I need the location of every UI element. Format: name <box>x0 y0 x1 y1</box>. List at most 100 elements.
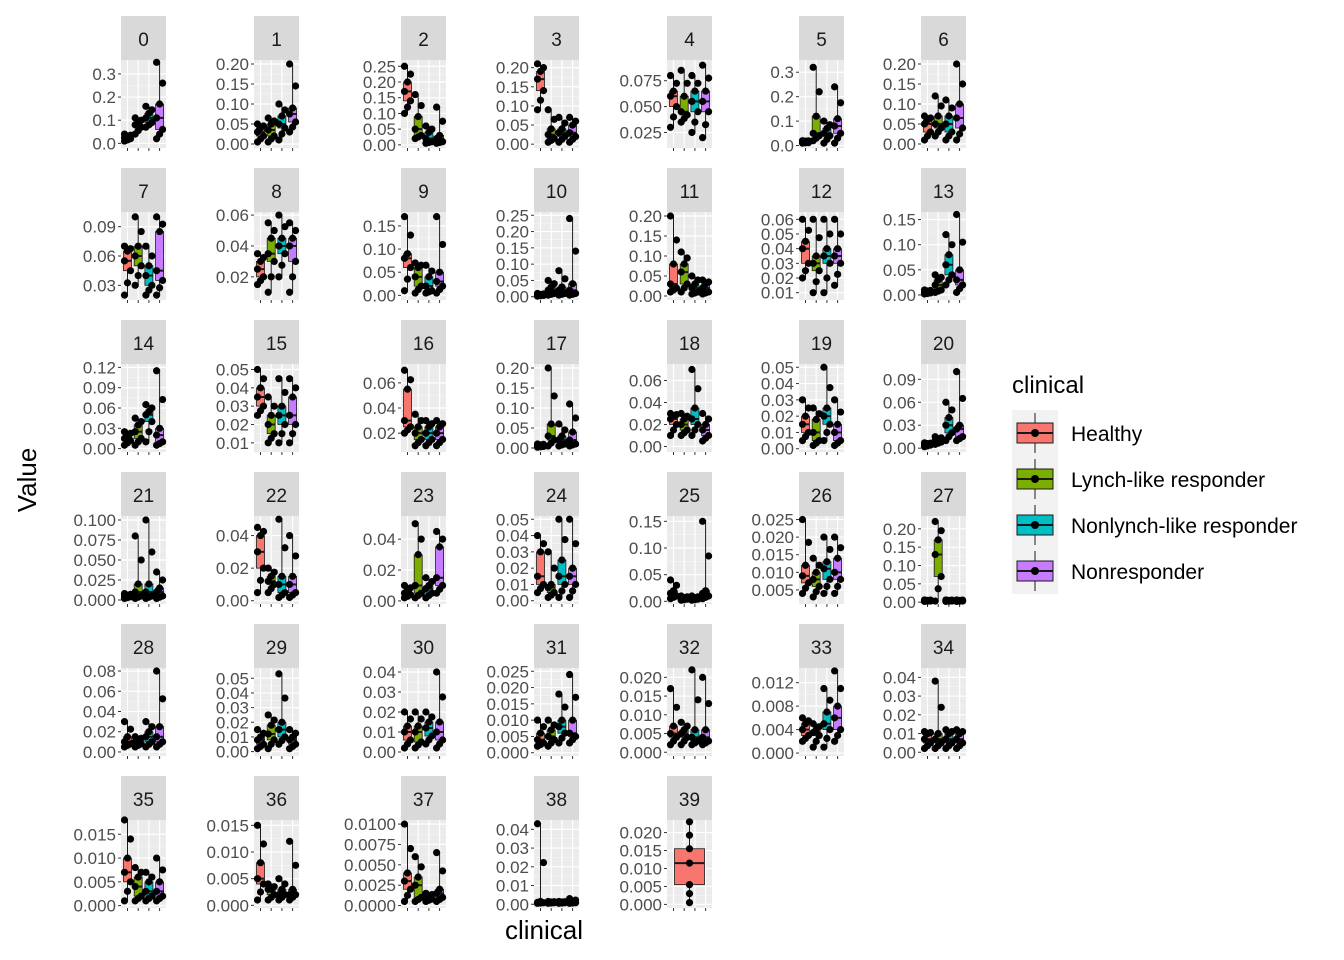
data-point <box>956 130 964 138</box>
boxplot-lynch-like-responder <box>544 897 558 907</box>
data-point <box>572 247 580 255</box>
y-tick-label: 0.10 <box>629 247 662 266</box>
y-tick-label: 0.00 <box>496 592 529 611</box>
data-point <box>148 892 156 900</box>
data-point <box>253 365 262 374</box>
y-tick-label: 0.03 <box>363 683 396 702</box>
data-point <box>422 134 430 143</box>
data-point <box>403 385 412 393</box>
data-point <box>289 104 297 112</box>
legend-key-lynch-like-responder: Lynch-like responder <box>1012 456 1265 502</box>
data-point <box>691 404 699 412</box>
facet-panel-19: 19 0.000.010.020.030.040.05 <box>761 320 845 459</box>
data-point <box>123 279 132 287</box>
data-point <box>439 138 447 146</box>
y-tick-label: 0.00 <box>496 288 529 307</box>
boxplot-nonlynch-like-responder <box>422 889 436 906</box>
data-point <box>920 112 929 120</box>
data-point <box>400 416 409 425</box>
data-point <box>702 87 710 95</box>
facet-panel-11: 11 0.000.050.100.150.20 <box>629 168 713 306</box>
data-point <box>253 896 262 904</box>
y-tick-label: 0.005 <box>73 873 116 892</box>
data-point <box>148 723 156 731</box>
data-point <box>278 885 286 893</box>
data-point <box>120 291 129 299</box>
data-point <box>156 878 164 886</box>
boxplot-nonresponder <box>953 596 967 606</box>
data-point <box>937 703 945 711</box>
data-point <box>417 535 425 543</box>
data-point <box>683 426 691 434</box>
data-point <box>422 574 430 582</box>
data-point <box>812 568 820 576</box>
y-tick-label: 0.010 <box>206 843 249 862</box>
data-point <box>439 581 447 590</box>
data-point <box>809 259 817 267</box>
data-point <box>953 596 961 604</box>
y-tick-label: 0.05 <box>216 361 249 380</box>
strip-label: 20 <box>933 334 954 355</box>
boxplot-nonresponder <box>433 416 447 450</box>
data-point <box>539 64 548 72</box>
data-point <box>812 112 820 120</box>
data-point <box>400 897 409 906</box>
strip-label: 17 <box>546 334 567 355</box>
data-point <box>264 730 272 738</box>
data-point <box>826 726 834 734</box>
y-tick-label: 0.1 <box>770 112 794 131</box>
data-point <box>403 722 412 730</box>
data-point <box>148 106 156 114</box>
data-point <box>253 393 262 401</box>
y-tick-label: 0.03 <box>83 276 116 295</box>
data-point <box>820 565 828 573</box>
data-point <box>823 558 831 566</box>
data-point <box>406 376 415 384</box>
y-tick-label: 0.02 <box>83 723 116 742</box>
data-point <box>142 438 150 446</box>
legend-point <box>1031 429 1039 437</box>
data-point <box>798 137 807 145</box>
strip-background <box>121 776 166 820</box>
y-tick-label: 0.02 <box>496 559 529 578</box>
data-point <box>702 420 710 429</box>
data-point <box>533 60 542 68</box>
data-point <box>547 580 555 589</box>
data-point <box>959 80 967 88</box>
strip-label: 7 <box>138 182 149 203</box>
boxplot-healthy <box>400 213 415 295</box>
data-point <box>801 412 810 420</box>
y-tick-label: 0.2 <box>92 88 116 107</box>
y-tick-label: 0.03 <box>496 543 529 562</box>
y-tick-label: 0.00 <box>883 439 916 458</box>
y-tick-label: 0.075 <box>619 72 662 91</box>
data-point <box>705 415 713 423</box>
boxplot-lynch-like-responder <box>131 213 145 289</box>
y-tick-label: 0.03 <box>496 839 529 858</box>
strip-background <box>667 168 712 212</box>
strip-label: 16 <box>413 334 434 355</box>
data-point <box>428 435 436 444</box>
boxplot-healthy <box>533 60 548 114</box>
data-point <box>131 733 139 741</box>
y-tick-label: 0.01 <box>216 434 249 453</box>
data-point <box>831 737 839 745</box>
data-point <box>278 112 286 120</box>
data-point <box>278 402 286 410</box>
data-point <box>926 114 935 122</box>
data-point <box>411 881 419 889</box>
data-point <box>253 548 262 556</box>
data-point <box>820 412 828 420</box>
data-point <box>131 882 139 891</box>
data-point <box>406 844 415 853</box>
data-point <box>920 596 929 604</box>
boxplot-nonlynch-like-responder <box>275 375 289 447</box>
data-point <box>142 271 150 280</box>
y-tick-label: 0.00 <box>216 135 249 154</box>
data-point <box>275 136 283 144</box>
strip-background <box>401 320 446 364</box>
strip-background <box>401 776 446 820</box>
data-point <box>820 720 828 728</box>
data-point <box>837 129 845 137</box>
